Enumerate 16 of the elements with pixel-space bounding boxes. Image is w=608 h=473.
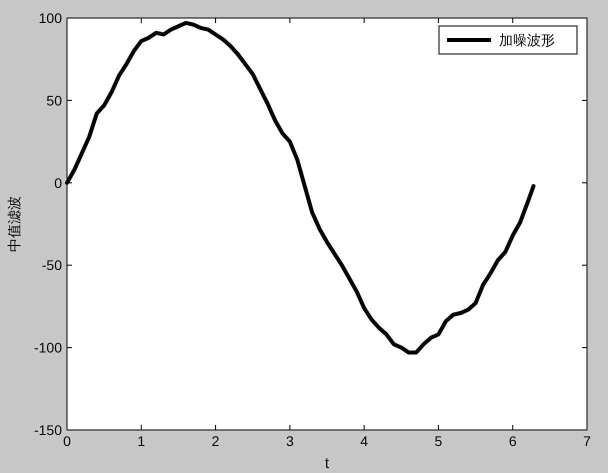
x-tick-label: 5 xyxy=(434,433,443,449)
y-tick-label: 0 xyxy=(54,174,62,191)
x-tick-label: 1 xyxy=(137,433,146,449)
x-axis-title: t xyxy=(324,455,330,472)
y-tick-label: -50 xyxy=(42,257,62,274)
x-tick-label: 6 xyxy=(508,433,517,449)
y-tick-label: 100 xyxy=(38,10,62,26)
x-tick-label: 2 xyxy=(212,433,220,449)
x-tick-label: 4 xyxy=(360,433,368,449)
y-tick-label: -100 xyxy=(34,340,62,356)
legend-label: 加噪波形 xyxy=(499,32,555,48)
y-tick-label: 50 xyxy=(46,92,62,108)
y-tick-label: -150 xyxy=(34,422,62,438)
x-tick-label: 3 xyxy=(286,433,294,449)
y-axis-title: 中值滤波 xyxy=(6,196,22,252)
x-tick-label: 7 xyxy=(583,433,592,449)
